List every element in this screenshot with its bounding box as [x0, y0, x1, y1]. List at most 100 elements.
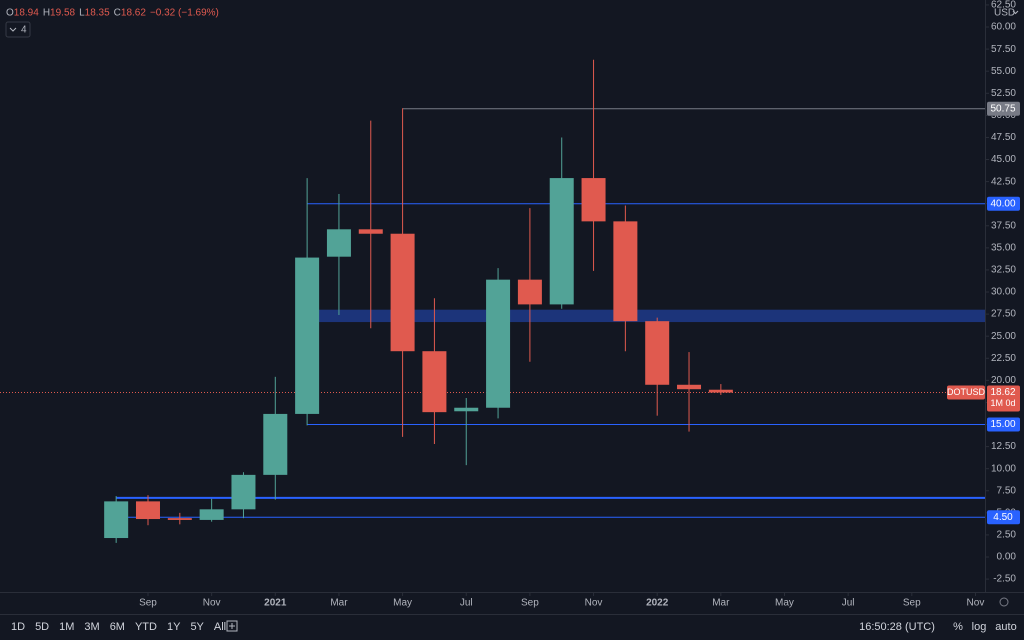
candle-body: [390, 233, 415, 352]
scale-option[interactable]: auto: [995, 621, 1016, 633]
candle-body: [486, 279, 511, 408]
indicator-toggle[interactable]: [5, 21, 31, 38]
scale-option[interactable]: %: [953, 621, 963, 633]
ohlc-value: 18.62: [121, 8, 146, 19]
y-tick-label: 37.50: [991, 220, 1016, 231]
price-label-box: [987, 196, 1020, 211]
candle-body: [454, 407, 479, 412]
price-label: 4.50: [993, 512, 1013, 523]
scale-option[interactable]: log: [972, 621, 987, 633]
candle-body: [708, 389, 733, 393]
range-button[interactable]: 1M: [59, 621, 74, 633]
x-tick-label: Mar: [330, 598, 348, 609]
y-tick-label: 47.50: [991, 132, 1016, 143]
y-tick-label: 2.50: [997, 530, 1017, 541]
settings-icon[interactable]: [999, 597, 1009, 607]
ohlc-key: L: [79, 8, 85, 19]
price-label-box: [987, 101, 1020, 116]
range-button[interactable]: 3M: [84, 621, 99, 633]
ohlc-key: C: [114, 8, 121, 19]
y-tick-label: 0.00: [997, 552, 1017, 563]
ohlc-value: 18.94: [14, 8, 39, 19]
currency[interactable]: USD: [994, 8, 1015, 19]
candle-body: [167, 518, 192, 520]
y-tick-label: 52.50: [991, 88, 1016, 99]
y-tick-label: 20.00: [991, 375, 1016, 386]
x-tick-label: Sep: [139, 598, 157, 609]
symbol-label: DOTUSD: [947, 387, 986, 397]
chevron-icon: [1012, 10, 1019, 15]
range-button[interactable]: 1D: [11, 621, 25, 633]
candle-body: [199, 509, 224, 520]
y-tick-label: 10.00: [991, 463, 1016, 474]
toolbar: 1D 5D 1M 3M 6M YTD 1Y 5Y All 16:50:28 (UTC)% log au…: [11, 621, 1017, 633]
range-button[interactable]: YTD: [135, 621, 157, 633]
candle-body: [677, 384, 702, 390]
candle-body: [422, 351, 447, 413]
x-tick-label: Nov: [585, 598, 603, 609]
x-tick-label: 2021: [264, 598, 287, 609]
y-tick-label: 35.00: [991, 242, 1016, 253]
candle-body: [549, 178, 574, 305]
ohlc-value: 19.58: [50, 8, 75, 19]
x-tick-label: Sep: [903, 598, 921, 609]
ohlc-key: O: [6, 8, 14, 19]
candle-body: [517, 279, 542, 305]
x-tick-label: Mar: [712, 598, 730, 609]
range-button[interactable]: 1Y: [167, 621, 181, 633]
date-range-icon[interactable]: [226, 620, 238, 632]
ohlc-value: 18.35: [85, 8, 110, 19]
x-tick-label: Jul: [460, 598, 473, 609]
candle-body: [295, 257, 320, 414]
y-tick-label: 30.00: [991, 287, 1016, 298]
indicator-count: 4: [21, 25, 27, 36]
y-tick-label: 32.50: [991, 265, 1016, 276]
candle-body: [231, 474, 256, 510]
candle-body: [326, 229, 351, 257]
x-tick-label: 2022: [646, 598, 669, 609]
candle-body: [263, 413, 288, 475]
countdown-label: 1M 0d: [990, 398, 1015, 408]
candle-body: [104, 501, 129, 539]
ohlc-key: H: [43, 8, 50, 19]
x-tick-label: Sep: [521, 598, 539, 609]
range-button[interactable]: 5Y: [190, 621, 204, 633]
x-tick-label: May: [775, 598, 794, 609]
candle-body: [645, 321, 670, 385]
last-price-box: [987, 385, 1020, 412]
range-button[interactable]: All: [214, 621, 226, 633]
y-tick-label: 22.50: [991, 353, 1016, 364]
price-label-box: [987, 510, 1020, 525]
ohlc-change: −0.32 (−1.69%): [150, 8, 219, 19]
clock: 16:50:28 (UTC): [859, 621, 935, 633]
range-button[interactable]: 6M: [110, 621, 125, 633]
price-label: 40.00: [990, 198, 1015, 209]
candle-body: [613, 221, 638, 322]
x-tick-label: Nov: [203, 598, 221, 609]
support-zone: [307, 309, 985, 323]
range-button[interactable]: 5D: [35, 621, 49, 633]
y-tick-label: -2.50: [993, 574, 1016, 585]
x-tick-label: Nov: [967, 598, 985, 609]
x-tick-label: May: [393, 598, 412, 609]
x-tick-label: Jul: [842, 598, 855, 609]
price-label-box: [987, 417, 1020, 432]
y-tick-label: 57.50: [991, 44, 1016, 55]
y-tick-label: 42.50: [991, 176, 1016, 187]
candle-body: [581, 178, 606, 222]
y-tick-label: 12.50: [991, 441, 1016, 452]
price-label: 15.00: [990, 419, 1015, 430]
y-tick-label: 62.50: [991, 0, 1016, 11]
y-tick-label: 7.50: [997, 485, 1017, 496]
candle-body: [135, 501, 160, 520]
price-label: 50.75: [990, 103, 1015, 114]
chevron-icon: [9, 27, 17, 32]
y-tick-label: 27.50: [991, 309, 1016, 320]
candle-body: [358, 229, 383, 234]
ohlc-header: O 18.94 H 19.58 L 18.35 C 18.62 −0.32 (−1.69%): [6, 8, 219, 19]
y-tick-label: 45.00: [991, 154, 1016, 165]
symbol-label-box: [947, 385, 985, 400]
y-tick-label: 55.00: [991, 66, 1016, 77]
last-price-label: 18.62: [990, 387, 1015, 398]
